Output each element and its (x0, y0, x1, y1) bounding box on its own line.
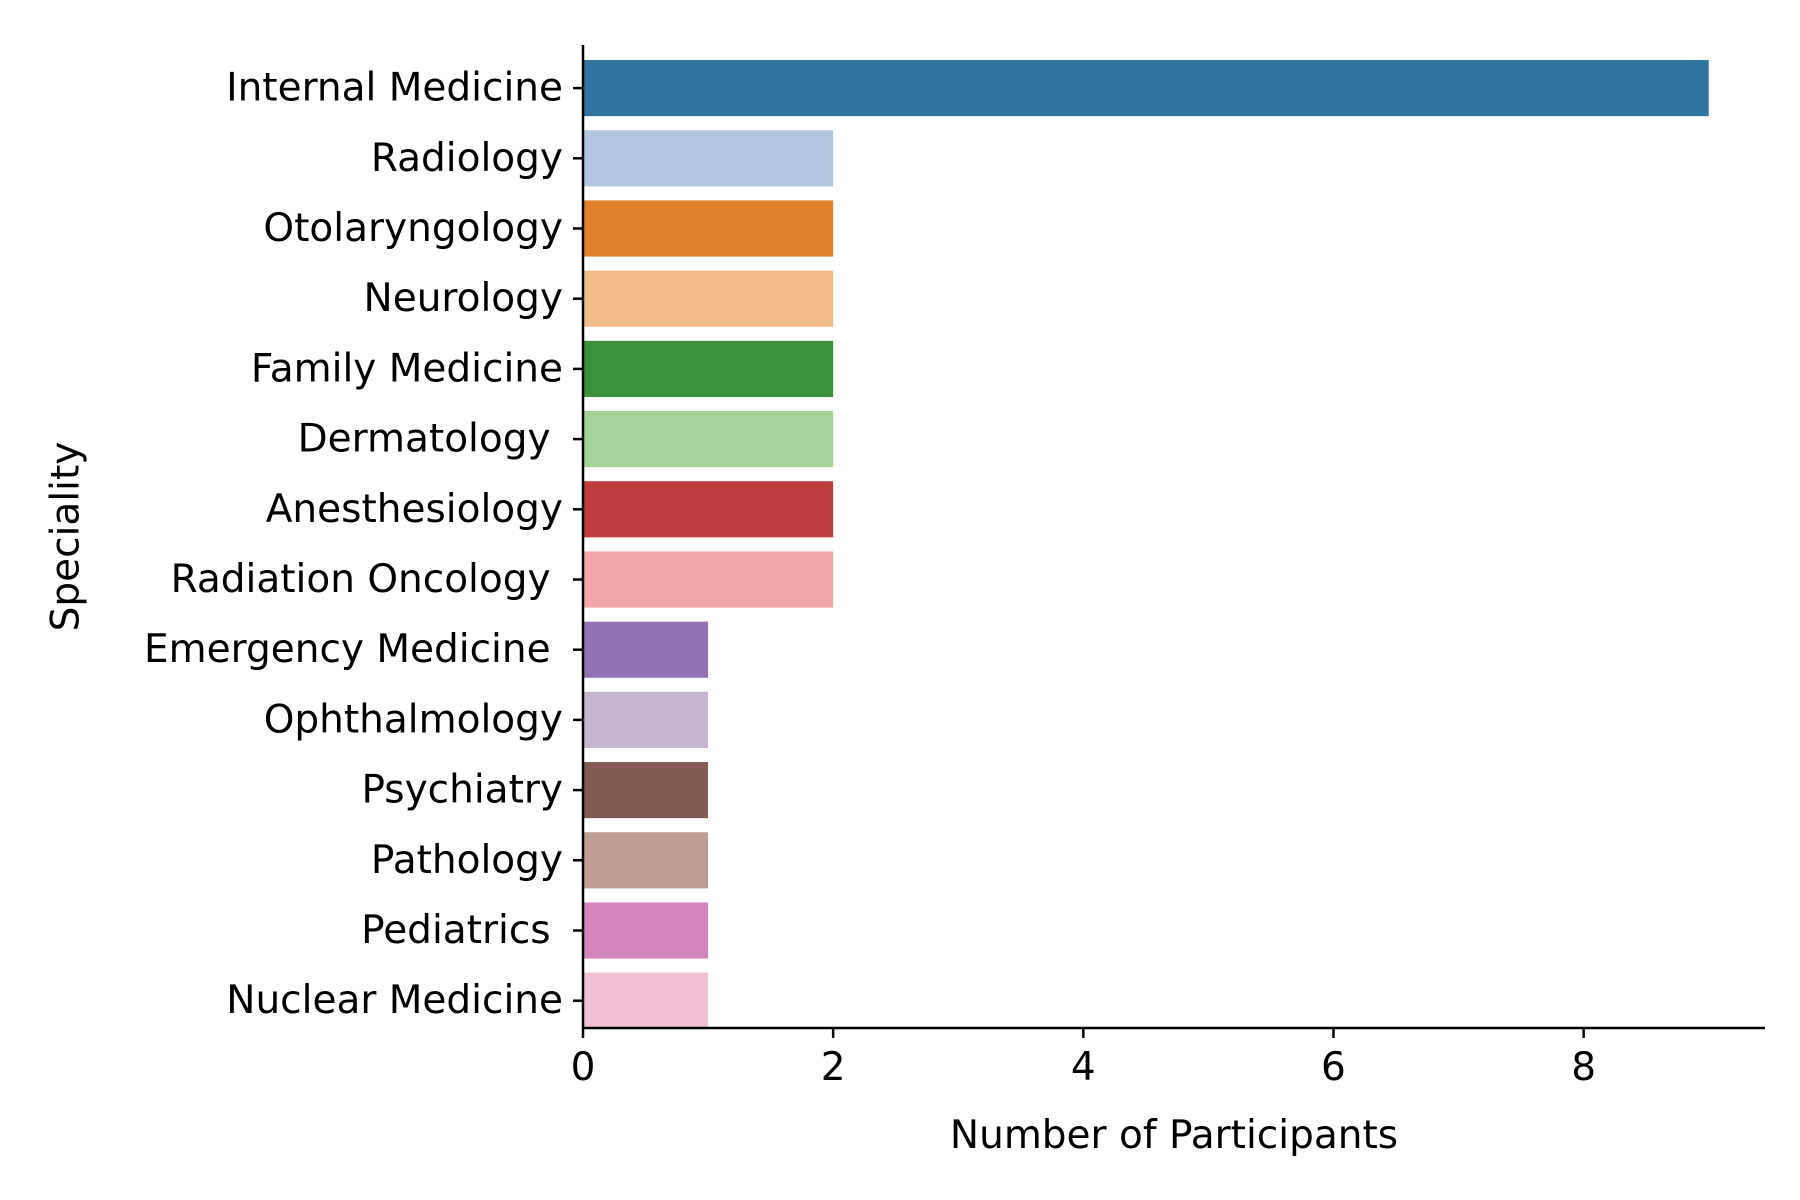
y-tick-label: Family Medicine (251, 346, 563, 391)
y-tick-label: Ophthalmology (264, 697, 563, 742)
x-tick-label: 8 (1571, 1045, 1596, 1090)
y-tick-label: Nuclear Medicine (226, 978, 563, 1023)
bar (583, 481, 834, 538)
bar (583, 902, 709, 959)
bar (583, 411, 834, 468)
bar (583, 551, 834, 608)
bar (583, 200, 834, 257)
y-tick-label: Neurology (364, 276, 563, 321)
y-tick-label: Radiation Oncology (171, 557, 563, 602)
x-tick-label: 0 (571, 1045, 596, 1090)
x-tick-label: 6 (1321, 1045, 1346, 1090)
bar (583, 60, 1709, 117)
y-tick-label: Dermatology (298, 417, 563, 462)
y-axis-label: Speciality (44, 442, 89, 632)
bar (583, 340, 834, 397)
x-axis-label: Number of Participants (950, 1113, 1398, 1158)
y-tick-label: Radiology (371, 136, 563, 181)
y-tick-label: Psychiatry (361, 768, 563, 813)
y-tick-label: Otolaryngology (263, 206, 563, 251)
y-tick-label: Pediatrics (361, 908, 563, 953)
x-tick-label: 2 (821, 1045, 846, 1090)
bar (583, 762, 709, 819)
y-tick-label: Anesthesiology (266, 487, 563, 532)
bar (583, 130, 834, 187)
bar (583, 832, 709, 889)
bar (583, 972, 709, 1029)
x-axis-ticks: 0 2 4 6 8 (571, 1028, 1596, 1090)
x-tick-label: 4 (1071, 1045, 1096, 1090)
y-axis-ticks: Internal Medicine Radiology Otolaryngology… (144, 66, 583, 1023)
bar (583, 270, 834, 327)
bar (583, 691, 709, 748)
y-tick-label: Emergency Medicine (144, 627, 563, 672)
bar (583, 621, 709, 678)
bars-layer (583, 60, 1709, 1029)
y-tick-label: Internal Medicine (226, 66, 563, 111)
y-tick-label: Pathology (371, 838, 563, 883)
